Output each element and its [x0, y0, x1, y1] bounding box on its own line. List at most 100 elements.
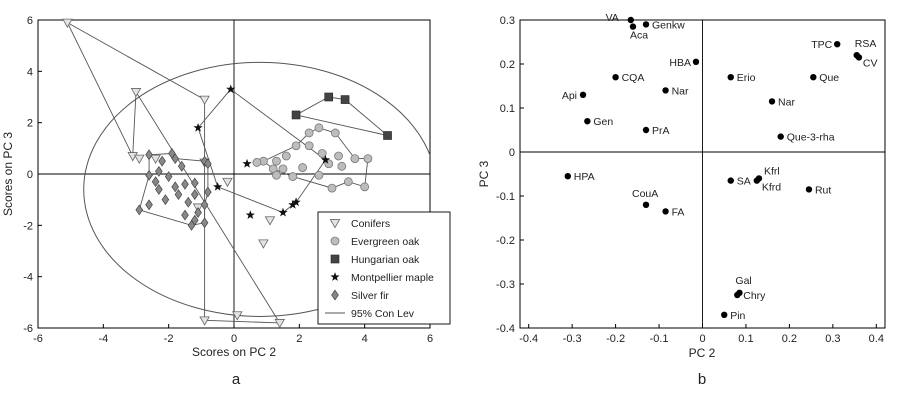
point-silver-fir-15 — [204, 186, 212, 198]
y-tick-label-b-1: -0.3 — [496, 279, 515, 291]
y-tick-label-a-6: 6 — [27, 15, 33, 27]
point-silver-fir-4 — [177, 160, 186, 172]
y-axis-ticks-b: -0.4 -0.3 -0.2 -0.1 0 0.1 0.2 0.3 — [496, 15, 524, 335]
point-montpellier-maple-8 — [245, 210, 255, 219]
point-silver-fir-7 — [155, 165, 163, 177]
x-tick-label-b-7: 0.3 — [825, 333, 840, 345]
point-montpellier-maple-4 — [213, 181, 223, 191]
loading-label-nar-12: Nar — [778, 96, 795, 108]
point-evergreen-oak-1 — [304, 128, 314, 138]
y-tick-label-b-4: 0 — [509, 147, 515, 159]
point-evergreen-oak-7 — [350, 154, 360, 164]
x-tick-label-b-6: 0.2 — [782, 333, 797, 345]
loading-label-erio-9: Erio — [737, 72, 756, 84]
legend-label-montpellier-maple: Montpellier maple — [351, 272, 434, 284]
loading-point-gen-13 — [584, 118, 591, 125]
point-silver-fir-10 — [181, 178, 189, 190]
point-evergreen-oak-0 — [291, 141, 301, 151]
loadings-points: VA Aca Genkw HBA TPC RSA CV Que CQA Erio Api Nar Nar… — [562, 12, 878, 322]
point-hungarian-oak-3 — [383, 131, 392, 140]
point-montpellier-maple-1 — [193, 122, 203, 132]
y-axis-label-b: PC 3 — [477, 160, 491, 187]
x-axis-ticks-b: -0.4 -0.3 -0.2 -0.1 0 0.1 0.2 0.3 0.4 — [519, 324, 884, 345]
zero-lines-a — [38, 20, 430, 328]
point-evergreen-oak-19 — [343, 177, 353, 187]
point-evergreen-oak-5 — [317, 149, 327, 158]
scores-points — [62, 18, 392, 329]
point-evergreen-oak-15 — [337, 161, 347, 171]
point-evergreen-oak-2 — [314, 123, 324, 133]
point-silver-fir-9 — [164, 171, 173, 183]
point-silver-fir-14 — [191, 189, 199, 200]
point-montpellier-maple-3 — [242, 158, 252, 168]
loading-point-tpc-4 — [834, 41, 841, 48]
point-silver-fir-26 — [151, 176, 160, 188]
loading-point-aca-1 — [629, 23, 637, 30]
loading-label-que-7: Que — [819, 72, 839, 84]
loading-label-pra-14: PrA — [652, 125, 670, 137]
loading-label-gen-13: Gen — [593, 116, 613, 128]
panel-label-b: b — [698, 371, 706, 388]
point-silver-fir-19 — [181, 209, 189, 221]
y-axis-label-a: Scores on PC 3 — [1, 132, 15, 216]
x-tick-label-a-4: 4 — [362, 333, 368, 345]
point-silver-fir-3 — [158, 155, 166, 167]
loading-point-cv-6 — [855, 54, 863, 61]
point-evergreen-oak-20 — [360, 182, 370, 192]
point-evergreen-oak-8 — [363, 154, 373, 164]
point-conifers-4 — [133, 154, 145, 165]
legend-label-evergreen-oak: Evergreen oak — [351, 236, 420, 248]
legend-swatch-montpellier-maple — [330, 272, 340, 281]
legend-label-conifers: Conifers — [351, 218, 390, 230]
loading-label-aca-1: Aca — [630, 30, 648, 42]
loading-label-cqa-8: CQA — [622, 72, 645, 84]
point-silver-fir-8 — [145, 169, 153, 181]
point-conifers-3 — [127, 152, 139, 162]
point-conifers-12 — [274, 319, 286, 329]
loading-point-sa-17 — [727, 177, 734, 184]
point-conifers-11 — [199, 316, 210, 326]
point-hungarian-oak-2 — [291, 110, 301, 120]
loading-point-rut-20 — [805, 186, 813, 193]
point-silver-fir-12 — [155, 183, 163, 195]
point-silver-fir-11 — [191, 177, 199, 189]
loading-point-pra-14 — [642, 126, 650, 134]
loading-label-gal-23: Gal — [735, 275, 751, 287]
y-tick-label-b-0: -0.4 — [496, 323, 515, 335]
loading-point-kfrd-19 — [753, 177, 761, 184]
point-montpellier-maple-2 — [320, 155, 331, 164]
x-tick-label-b-2: -0.2 — [606, 333, 625, 345]
loading-point-chry-24 — [734, 291, 741, 299]
legend-a: Conifers Evergreen oak Hungarian oak Montpe… — [317, 211, 451, 325]
x-axis-label-a: Scores on PC 2 — [192, 345, 276, 359]
loading-label-fa-22: FA — [672, 206, 685, 218]
legend-swatch-silver-fir — [331, 289, 339, 301]
point-conifers-1 — [130, 88, 142, 98]
x-tick-label-b-8: 0.4 — [869, 333, 884, 345]
panel-label-a: a — [232, 371, 241, 388]
x-tick-label-a-2: 2 — [296, 333, 302, 345]
loading-point-fa-22 — [662, 208, 669, 215]
point-hungarian-oak-1 — [340, 95, 350, 104]
loading-point-pin-25 — [721, 311, 728, 318]
loading-label-nar-11: Nar — [672, 85, 689, 97]
x-tick-label-b-0: -0.4 — [519, 333, 538, 345]
loading-label-rut-20: Rut — [815, 184, 831, 196]
point-silver-fir-23 — [145, 199, 153, 211]
loading-label-kfrd-19: Kfrd — [762, 182, 781, 194]
loading-label-coua-21: CouA — [632, 188, 658, 200]
legend-label-hungarian-oak: Hungarian oak — [351, 254, 420, 266]
loading-point-cqa-8 — [612, 74, 619, 81]
point-montpellier-maple-5 — [288, 199, 298, 209]
loading-point-erio-9 — [727, 74, 734, 81]
point-evergreen-oak-9 — [272, 156, 281, 166]
x-axis-label-b: PC 2 — [689, 346, 716, 360]
point-evergreen-oak-23 — [327, 183, 337, 193]
y-tick-label-a-4: 4 — [27, 66, 33, 78]
legend-swatch-hungarian-oak — [330, 254, 340, 264]
point-silver-fir-22 — [187, 219, 196, 231]
loading-label-chry-24: Chry — [743, 290, 766, 302]
point-silver-fir-6 — [204, 158, 212, 170]
point-silver-fir-13 — [174, 189, 183, 200]
